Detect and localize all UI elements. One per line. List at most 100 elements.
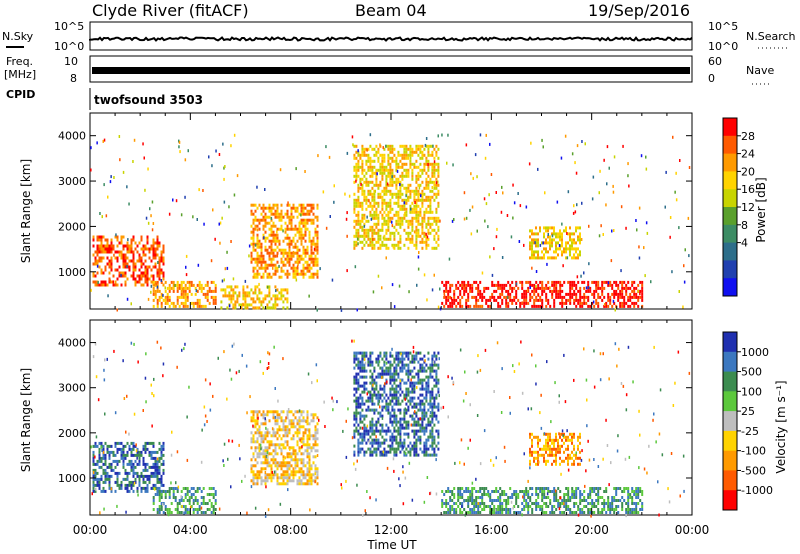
data-cell (372, 238, 374, 241)
data-cell (452, 163, 454, 167)
data-cell (409, 381, 412, 385)
data-cell (260, 422, 263, 426)
data-cell (359, 225, 362, 229)
data-cell (513, 286, 516, 290)
data-cell (290, 209, 293, 213)
data-cell (429, 432, 432, 436)
data-cell (479, 490, 482, 493)
data-cell (407, 219, 410, 223)
data-cell (473, 511, 476, 514)
data-cell (286, 413, 289, 417)
data-cell (619, 304, 622, 308)
data-cell (302, 224, 305, 228)
data-cell (476, 229, 478, 233)
data-cell (399, 186, 402, 190)
data-cell (385, 168, 388, 172)
data-cell (286, 269, 289, 273)
data-cell (357, 450, 360, 454)
data-cell (435, 153, 438, 157)
data-cell (361, 399, 364, 403)
data-cell (511, 286, 514, 290)
data-cell (286, 425, 289, 429)
data-cell (401, 360, 404, 364)
data-cell (210, 487, 213, 490)
data-cell (389, 198, 392, 202)
data-cell (112, 247, 115, 251)
data-cell (230, 288, 233, 292)
data-cell (142, 283, 145, 287)
data-cell (196, 490, 199, 493)
data-cell (547, 298, 550, 302)
data-cell (110, 265, 113, 269)
data-cell (296, 265, 299, 269)
data-cell (533, 304, 536, 308)
data-cell (219, 221, 222, 225)
data-cell (371, 378, 374, 382)
data-cell (276, 266, 279, 270)
data-cell (437, 420, 440, 424)
data-cell (252, 482, 255, 486)
data-cell (310, 221, 313, 225)
data-cell (381, 174, 384, 178)
data-cell (116, 483, 119, 487)
data-cell (220, 288, 223, 292)
data-cell (421, 150, 424, 154)
data-cell (497, 283, 500, 287)
data-cell (200, 283, 203, 287)
data-cell (94, 259, 97, 263)
data-cell (170, 286, 173, 290)
data-cell (473, 508, 476, 511)
data-cell (363, 450, 366, 454)
data-cell (395, 453, 398, 457)
data-cell (451, 490, 454, 493)
data-cell (130, 238, 133, 242)
data-cell (395, 162, 398, 166)
data-cell (601, 292, 604, 296)
data-cell (437, 201, 440, 205)
data-cell (258, 260, 261, 264)
data-cell (420, 194, 422, 198)
data-cell (573, 241, 575, 245)
data-cell (389, 237, 392, 241)
data-cell (355, 390, 358, 394)
data-cell (389, 435, 392, 439)
colorbar-tick-label: 8 (741, 219, 748, 232)
data-cell (154, 487, 157, 490)
data-cell (539, 286, 542, 290)
data-cell (409, 192, 412, 196)
data-cell (176, 490, 179, 493)
data-cell (575, 286, 578, 290)
data-cell (256, 233, 259, 237)
data-cell (282, 410, 285, 414)
data-cell (633, 286, 636, 290)
data-cell (262, 254, 265, 258)
data-cell (353, 444, 356, 448)
data-cell (160, 292, 163, 296)
data-cell (533, 286, 536, 290)
data-cell (401, 447, 404, 451)
data-cell (108, 247, 111, 251)
data-cell (256, 476, 259, 480)
data-cell (122, 265, 125, 269)
data-cell (637, 298, 640, 302)
data-cell (363, 189, 366, 193)
data-cell (272, 206, 275, 210)
data-cell (158, 490, 161, 493)
data-cell (407, 408, 410, 412)
data-cell (304, 233, 307, 237)
data-cell (292, 446, 295, 450)
data-cell (288, 476, 291, 480)
data-cell (445, 511, 448, 514)
data-cell (510, 235, 513, 239)
data-cell (389, 378, 392, 382)
data-cell (310, 446, 313, 450)
data-cell (194, 490, 197, 493)
data-cell (569, 289, 572, 293)
data-cell (268, 272, 271, 276)
data-cell (262, 257, 265, 261)
data-cell (274, 431, 277, 435)
data-cell (162, 444, 165, 448)
data-cell (296, 239, 299, 243)
data-cell (359, 411, 362, 415)
data-cell (270, 251, 273, 255)
